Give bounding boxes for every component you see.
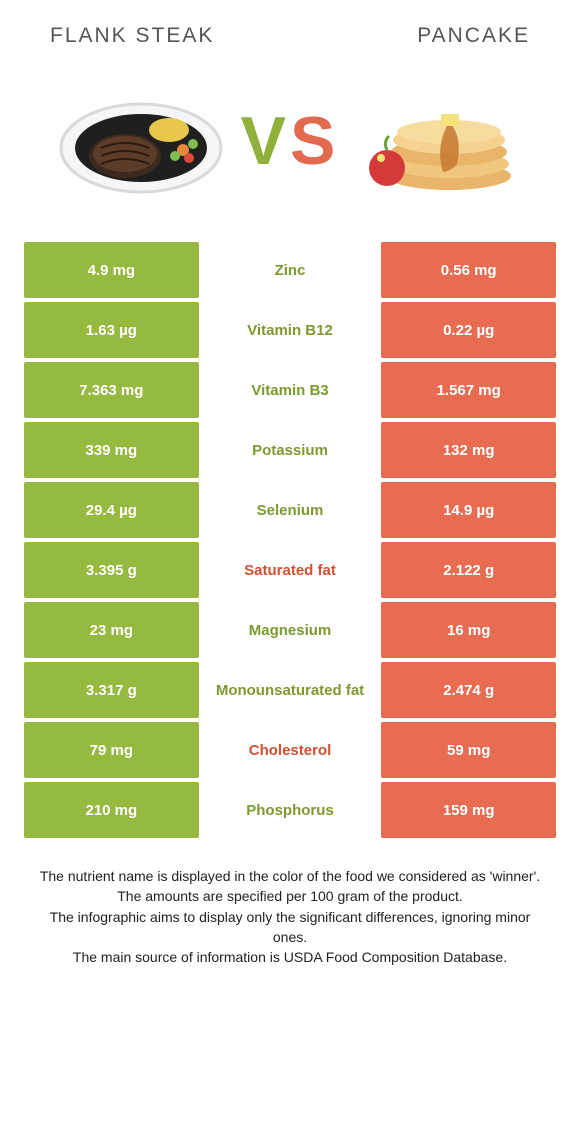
- title-right: PANCAKE: [417, 24, 530, 48]
- value-right: 1.567 mg: [381, 362, 556, 418]
- comparison-infographic: FLANK STEAK PANCAKE VS: [0, 0, 580, 991]
- table-row: 29.4 µgSelenium14.9 µg: [24, 482, 556, 538]
- value-left: 79 mg: [24, 722, 199, 778]
- vs-v: V: [241, 103, 290, 179]
- table-row: 79 mgCholesterol59 mg: [24, 722, 556, 778]
- nutrient-label: Magnesium: [203, 602, 378, 658]
- table-row: 1.63 µgVitamin B120.22 µg: [24, 302, 556, 358]
- value-left: 339 mg: [24, 422, 199, 478]
- nutrient-label: Cholesterol: [203, 722, 378, 778]
- nutrient-label: Vitamin B3: [203, 362, 378, 418]
- value-left: 29.4 µg: [24, 482, 199, 538]
- value-left: 3.395 g: [24, 542, 199, 598]
- nutrient-label: Saturated fat: [203, 542, 378, 598]
- nutrient-label: Vitamin B12: [203, 302, 378, 358]
- table-row: 210 mgPhosphorus159 mg: [24, 782, 556, 838]
- value-right: 59 mg: [381, 722, 556, 778]
- value-left: 3.317 g: [24, 662, 199, 718]
- footnote-line: The infographic aims to display only the…: [38, 907, 542, 948]
- footnote: The nutrient name is displayed in the co…: [20, 838, 560, 967]
- titles-row: FLANK STEAK PANCAKE: [20, 24, 560, 68]
- value-left: 1.63 µg: [24, 302, 199, 358]
- footnote-line: The nutrient name is displayed in the co…: [38, 866, 542, 886]
- footnote-line: The amounts are specified per 100 gram o…: [38, 886, 542, 906]
- table-row: 339 mgPotassium132 mg: [24, 422, 556, 478]
- value-right: 2.474 g: [381, 662, 556, 718]
- nutrient-label: Potassium: [203, 422, 378, 478]
- nutrient-label: Zinc: [203, 242, 378, 298]
- value-left: 23 mg: [24, 602, 199, 658]
- value-right: 2.122 g: [381, 542, 556, 598]
- value-right: 14.9 µg: [381, 482, 556, 538]
- footnote-line: The main source of information is USDA F…: [38, 947, 542, 967]
- nutrient-table: 4.9 mgZinc0.56 mg1.63 µgVitamin B120.22 …: [20, 242, 560, 838]
- vs-s: S: [290, 103, 339, 179]
- table-row: 3.317 gMonounsaturated fat2.474 g: [24, 662, 556, 718]
- hero-row: VS: [20, 68, 560, 242]
- value-right: 132 mg: [381, 422, 556, 478]
- food-image-left: [51, 76, 231, 206]
- nutrient-label: Phosphorus: [203, 782, 378, 838]
- nutrient-label: Selenium: [203, 482, 378, 538]
- table-row: 23 mgMagnesium16 mg: [24, 602, 556, 658]
- food-image-right: [349, 76, 529, 206]
- table-row: 7.363 mgVitamin B31.567 mg: [24, 362, 556, 418]
- value-left: 210 mg: [24, 782, 199, 838]
- value-right: 0.22 µg: [381, 302, 556, 358]
- title-left: FLANK STEAK: [50, 24, 214, 48]
- value-right: 0.56 mg: [381, 242, 556, 298]
- value-right: 159 mg: [381, 782, 556, 838]
- nutrient-label: Monounsaturated fat: [203, 662, 378, 718]
- value-left: 7.363 mg: [24, 362, 199, 418]
- value-right: 16 mg: [381, 602, 556, 658]
- table-row: 4.9 mgZinc0.56 mg: [24, 242, 556, 298]
- value-left: 4.9 mg: [24, 242, 199, 298]
- table-row: 3.395 gSaturated fat2.122 g: [24, 542, 556, 598]
- vs-label: VS: [241, 102, 340, 180]
